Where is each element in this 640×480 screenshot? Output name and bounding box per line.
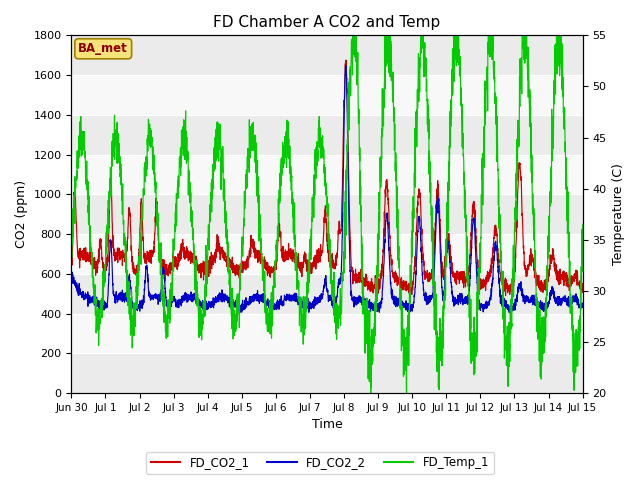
Bar (72, 155, 582, 194)
Bar (72, 194, 582, 234)
Y-axis label: Temperature (C): Temperature (C) (612, 163, 625, 265)
Y-axis label: CO2 (ppm): CO2 (ppm) (15, 180, 28, 248)
Bar (72, 115, 582, 155)
X-axis label: Time: Time (312, 419, 342, 432)
Bar (72, 353, 582, 393)
Bar (72, 274, 582, 313)
Legend: FD_CO2_1, FD_CO2_2, FD_Temp_1: FD_CO2_1, FD_CO2_2, FD_Temp_1 (146, 452, 494, 474)
Title: FD Chamber A CO2 and Temp: FD Chamber A CO2 and Temp (213, 15, 440, 30)
Bar (72, 234, 582, 274)
Bar (72, 313, 582, 353)
Text: BA_met: BA_met (78, 42, 128, 55)
Bar (72, 75, 582, 115)
Bar (72, 36, 582, 75)
